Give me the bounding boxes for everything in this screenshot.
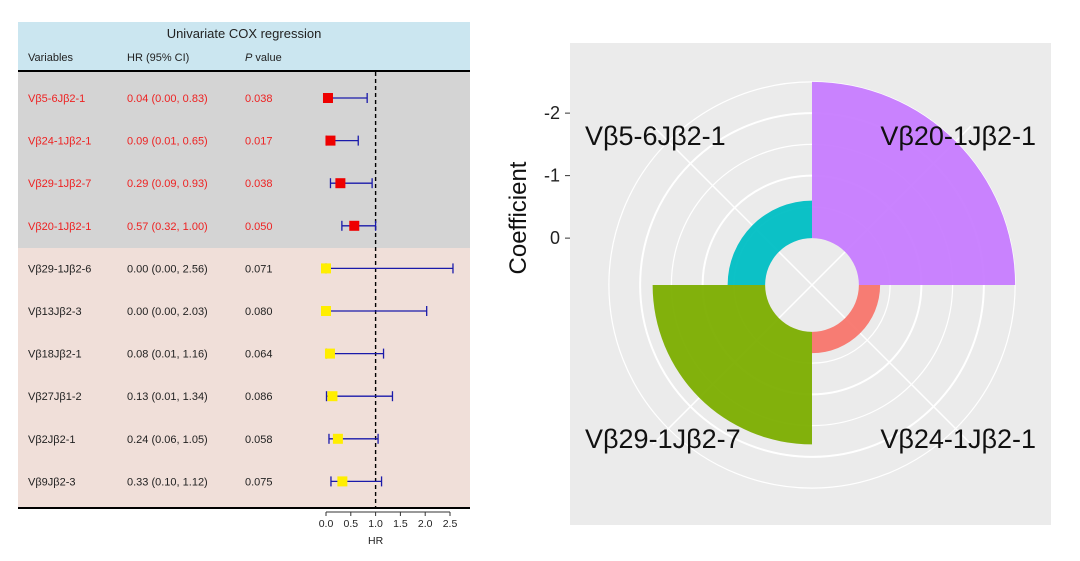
row-hr-ci: 0.57 (0.32, 1.00) xyxy=(127,221,208,233)
hr-point-marker xyxy=(325,135,336,146)
row-pvalue: 0.038 xyxy=(245,93,273,105)
polar-wedge xyxy=(812,81,1016,285)
row-variable: Vβ13Jβ2-3 xyxy=(28,306,82,318)
forest-row: Vβ27Jβ1-2 0.13 (0.01, 1.34) 0.086 xyxy=(28,391,394,403)
polar-wedge xyxy=(812,285,881,354)
polar-ylabel: Coefficient xyxy=(505,161,532,274)
column-header-hr: HR (95% CI) xyxy=(127,52,189,64)
polar-category-label: Vβ20-1Jβ2-1 xyxy=(880,121,1036,151)
row-variable: Vβ18Jβ2-1 xyxy=(28,349,82,361)
hr-point-marker xyxy=(321,306,331,316)
forest-x-tick-label: 0.5 xyxy=(343,518,358,530)
header-band xyxy=(18,22,470,70)
polar-r-tick-label: -2 xyxy=(544,103,560,123)
forest-x-tick-label: 2.5 xyxy=(443,518,458,530)
polar-grid-spoke xyxy=(652,125,813,286)
hr-point-marker xyxy=(322,93,333,103)
forest-row: Vβ20-1Jβ2-1 0.57 (0.32, 1.00) 0.050 xyxy=(28,220,377,233)
row-pvalue: 0.058 xyxy=(245,434,273,446)
forest-x-tick-label: 2.0 xyxy=(418,518,433,530)
hr-point-marker xyxy=(324,348,335,359)
hr-point-marker xyxy=(321,263,331,274)
pvalue-rest: value xyxy=(252,52,281,64)
row-hr-ci: 0.09 (0.01, 0.65) xyxy=(127,136,208,148)
row-hr-ci: 0.24 (0.06, 1.05) xyxy=(127,434,208,446)
polar-r-tick-label: 0 xyxy=(550,228,560,248)
row-hr-ci: 0.04 (0.00, 0.83) xyxy=(127,93,208,105)
forest-row: Vβ24-1Jβ2-1 0.09 (0.01, 0.65) 0.017 xyxy=(28,135,359,148)
forest-x-tick-label: 0.0 xyxy=(319,518,334,530)
row-hr-ci: 0.00 (0.00, 2.03) xyxy=(127,306,208,318)
row-variable: Vβ2Jβ2-1 xyxy=(28,434,76,446)
row-variable: Vβ29-1Jβ2-7 xyxy=(28,178,91,190)
polar-r-tick-label: -1 xyxy=(544,166,560,186)
row-variable: Vβ9Jβ2-3 xyxy=(28,476,76,488)
row-hr-ci: 0.00 (0.00, 2.56) xyxy=(127,263,208,275)
row-variable: Vβ5-6Jβ2-1 xyxy=(28,93,85,105)
hr-point-marker xyxy=(335,178,346,189)
row-pvalue: 0.086 xyxy=(245,391,273,403)
forest-row: Vβ5-6Jβ2-1 0.04 (0.00, 0.83) 0.038 xyxy=(28,93,368,105)
row-pvalue: 0.017 xyxy=(245,136,273,148)
row-hr-ci: 0.13 (0.01, 1.34) xyxy=(127,391,208,403)
forest-x-tick-label: 1.5 xyxy=(393,518,408,530)
forest-row: Vβ29-1Jβ2-6 0.00 (0.00, 2.56) 0.071 xyxy=(28,263,454,275)
hr-point-marker xyxy=(337,476,348,487)
forest-x-tick-label: 1.0 xyxy=(368,518,383,530)
row-variable: Vβ27Jβ1-2 xyxy=(28,391,82,403)
forest-row: Vβ2Jβ2-1 0.24 (0.06, 1.05) 0.058 xyxy=(28,433,379,446)
row-hr-ci: 0.33 (0.10, 1.12) xyxy=(127,476,208,488)
column-header-variables: Variables xyxy=(28,52,74,64)
forest-row: Vβ29-1Jβ2-7 0.29 (0.09, 0.93) 0.038 xyxy=(28,178,373,190)
row-pvalue: 0.038 xyxy=(245,178,273,190)
pvalue-italic-p: P xyxy=(245,52,253,64)
row-pvalue: 0.080 xyxy=(245,306,273,318)
significant-band xyxy=(18,72,470,248)
nonsignificant-band xyxy=(18,248,470,508)
forest-row: Vβ9Jβ2-3 0.33 (0.10, 1.12) 0.075 xyxy=(28,476,383,488)
row-pvalue: 0.075 xyxy=(245,476,273,488)
row-hr-ci: 0.08 (0.01, 1.16) xyxy=(127,349,208,361)
row-variable: Vβ29-1Jβ2-6 xyxy=(28,263,91,275)
polar-wedge xyxy=(652,285,812,445)
forest-row: Vβ18Jβ2-1 0.08 (0.01, 1.16) 0.064 xyxy=(28,348,385,361)
row-pvalue: 0.050 xyxy=(245,221,273,233)
row-pvalue: 0.064 xyxy=(245,349,273,361)
forest-row: Vβ13Jβ2-3 0.00 (0.00, 2.03) 0.080 xyxy=(28,306,428,318)
forest-plot: Univariate COX regression Variables HR (… xyxy=(18,22,470,547)
polar-category-label: Vβ24-1Jβ2-1 xyxy=(880,424,1036,454)
polar-wedge xyxy=(727,200,812,285)
row-variable: Vβ24-1Jβ2-1 xyxy=(28,136,91,148)
hr-point-marker xyxy=(327,391,338,402)
row-variable: Vβ20-1Jβ2-1 xyxy=(28,221,91,233)
polar-category-label: Vβ29-1Jβ2-7 xyxy=(585,424,741,454)
forest-x-axis-label: HR xyxy=(368,535,384,547)
row-pvalue: 0.071 xyxy=(245,263,273,275)
hr-point-marker xyxy=(332,433,343,444)
polar-category-label: Vβ5-6Jβ2-1 xyxy=(585,121,726,151)
column-header-pvalue: P value xyxy=(245,52,282,64)
hr-point-marker xyxy=(349,220,360,231)
row-hr-ci: 0.29 (0.09, 0.93) xyxy=(127,178,208,190)
forest-title: Univariate COX regression xyxy=(167,26,322,41)
polar-grid-spoke xyxy=(811,284,972,445)
